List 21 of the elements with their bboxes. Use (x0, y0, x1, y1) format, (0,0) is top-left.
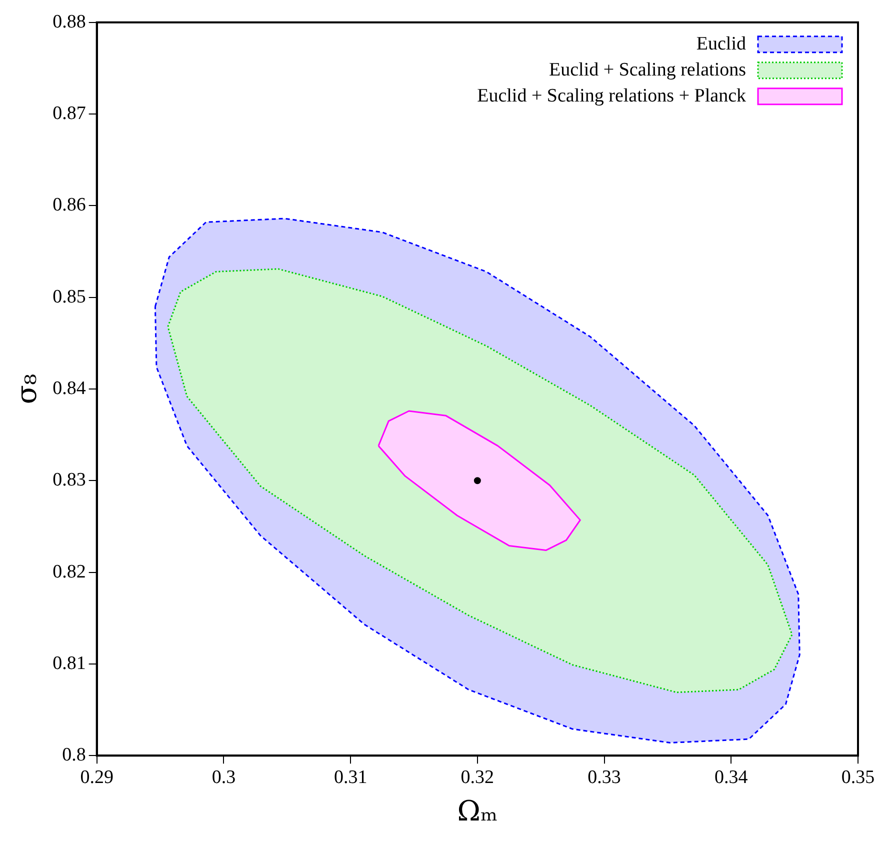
x-tick-label: 0.29 (80, 766, 114, 788)
y-axis-title: σ₈ (10, 374, 44, 404)
x-tick-label: 0.35 (841, 766, 875, 788)
y-tick-label: 0.83 (52, 470, 86, 491)
legend-label: Euclid (696, 33, 746, 54)
y-tick-label: 0.84 (52, 378, 86, 399)
y-tick-label: 0.85 (52, 286, 86, 308)
y-tick-label: 0.82 (52, 561, 86, 582)
legend-label: Euclid + Scaling relations + Planck (477, 85, 746, 106)
legend-label: Euclid + Scaling relations (549, 59, 746, 80)
y-tick-label: 0.8 (62, 744, 86, 766)
y-tick-label: 0.81 (52, 652, 86, 674)
x-tick-label: 0.33 (588, 766, 621, 788)
x-axis-title: Ωₘ (457, 794, 498, 828)
x-tick-label: 0.31 (334, 766, 368, 788)
x-tick-label: 0.34 (714, 766, 748, 788)
y-tick-label: 0.86 (52, 194, 86, 216)
x-tick-label: 0.3 (212, 766, 236, 788)
y-tick-label: 0.88 (52, 11, 86, 32)
y-tick-label: 0.87 (52, 103, 86, 124)
x-tick-label: 0.32 (460, 766, 494, 788)
